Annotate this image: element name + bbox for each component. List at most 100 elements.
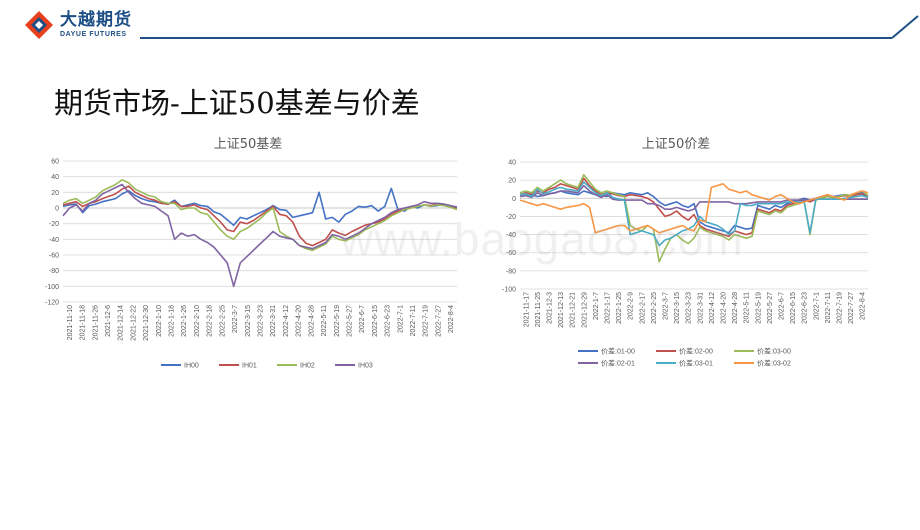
x-tick-label: 2021-12-30 xyxy=(143,305,150,341)
y-tick-label: -80 xyxy=(506,268,516,275)
x-tick-label: 2022-4-12 xyxy=(283,305,290,337)
basis-chart-title: 上证50基差 xyxy=(213,137,283,152)
spread-chart-title: 上证50价差 xyxy=(641,137,711,152)
y-tick-label: 40 xyxy=(508,160,516,167)
x-tick-label: 2022-2-9 xyxy=(628,292,635,320)
x-tick-label: 2022-1-10 xyxy=(156,305,163,337)
x-tick-label: 2021-12-29 xyxy=(581,292,588,328)
x-tick-label: 2022-4-20 xyxy=(296,305,303,337)
legend-label: IH01 xyxy=(242,363,257,370)
legend-label: 价差:02-00 xyxy=(679,347,713,356)
x-tick-label: 2022-3-7 xyxy=(663,292,670,320)
x-tick-label: 2022-6-7 xyxy=(359,305,366,333)
x-tick-label: 2021-11-25 xyxy=(535,292,542,327)
spread-chart: 40 20 0 -20 -40 -60 -80 -100 2021-11-17 2021-11-2… xyxy=(502,160,869,368)
x-tick-label: 2022-8-4 xyxy=(448,305,455,333)
x-tick-label: 2021-12-14 xyxy=(118,305,125,341)
x-tick-label: 2022-2-25 xyxy=(651,292,658,324)
series-line xyxy=(62,185,458,247)
x-tick-label: 2022-2-25 xyxy=(219,305,226,337)
x-tick-label: 2022-2-10 xyxy=(194,305,201,337)
y-tick-label: 0 xyxy=(55,206,59,213)
legend-label: 价差:03-00 xyxy=(757,347,791,356)
x-tick-label: 2021-12-13 xyxy=(558,292,565,328)
x-tick-label: 2022-2-17 xyxy=(639,292,646,324)
x-tick-label: 2022-4-20 xyxy=(721,292,728,324)
x-tick-label: 2021-12-3 xyxy=(547,292,554,324)
x-tick-label: 2022-5-19 xyxy=(755,292,762,324)
x-tick-label: 2022-5-27 xyxy=(346,305,353,337)
y-tick-label: -20 xyxy=(49,221,59,228)
legend-label: 价差:03-01 xyxy=(679,359,713,368)
y-tick-label: -40 xyxy=(49,237,59,244)
header-divider-line xyxy=(140,15,919,39)
series-line xyxy=(62,178,458,252)
x-tick-label: 2022-4-28 xyxy=(732,292,739,324)
y-tick-label: -100 xyxy=(45,284,59,291)
y-tick-label: -120 xyxy=(45,300,59,307)
x-tick-label: 2022-1-17 xyxy=(605,292,612,324)
legend-label: IH00 xyxy=(184,363,199,370)
legend-label: 价差:01-00 xyxy=(601,347,635,356)
x-tick-label: 2022-3-7 xyxy=(232,305,239,333)
series-line xyxy=(62,187,458,226)
logo-english-name: DAYUE FUTURES xyxy=(60,31,127,38)
y-tick-label: -60 xyxy=(506,250,516,257)
y-tick-label: 60 xyxy=(51,159,59,166)
x-tick-label: 2022-1-18 xyxy=(169,305,176,337)
x-tick-label: 2022-5-11 xyxy=(321,305,328,337)
dayue-diamond-logo-icon xyxy=(25,11,53,39)
legend-label: 价差:02-01 xyxy=(601,359,635,368)
x-tick-label: 2022-1-25 xyxy=(616,292,623,324)
x-tick-label: 2022-2-18 xyxy=(207,305,214,337)
x-tick-label: 2022-3-15 xyxy=(674,292,681,324)
x-tick-label: 2021-11-10 xyxy=(67,305,74,340)
x-tick-label: 2021-11-26 xyxy=(92,305,99,340)
legend-label: 价差:03-02 xyxy=(757,359,791,368)
x-tick-label: 2022-6-23 xyxy=(385,305,392,337)
x-tick-label: 2022-4-12 xyxy=(709,292,716,324)
y-tick-label: -80 xyxy=(49,268,59,275)
series-line xyxy=(519,173,869,263)
legend-label: IH03 xyxy=(358,363,373,370)
x-tick-label: 2022-1-7 xyxy=(593,292,600,320)
x-tick-label: 2022-1-26 xyxy=(181,305,188,337)
x-tick-label: 2022-7-19 xyxy=(423,305,430,337)
series-line xyxy=(519,182,869,234)
x-tick-label: 2021-12-22 xyxy=(130,305,137,341)
x-tick-label: 2022-6-7 xyxy=(779,292,786,320)
watermark-text: www.baogao8.com xyxy=(340,213,744,265)
x-tick-label: 2022-4-28 xyxy=(308,305,315,337)
x-tick-label: 2022-7-11 xyxy=(410,305,417,337)
x-tick-label: 2022-6-23 xyxy=(802,292,809,324)
x-tick-label: 2022-3-15 xyxy=(245,305,252,337)
x-tick-label: 2022-7-1 xyxy=(397,305,404,333)
y-tick-label: 40 xyxy=(51,174,59,181)
x-tick-label: 2022-7-27 xyxy=(848,292,855,324)
x-tick-label: 2022-8-4 xyxy=(860,292,867,320)
x-tick-label: 2022-7-1 xyxy=(813,292,820,320)
y-tick-label: 20 xyxy=(508,178,516,185)
y-tick-label: -40 xyxy=(506,232,516,239)
logo-chinese-name: 大越期货 xyxy=(60,10,132,30)
y-tick-label: -60 xyxy=(49,253,59,260)
x-tick-label: 2022-5-19 xyxy=(334,305,341,337)
y-tick-label: -20 xyxy=(506,214,516,221)
legend-label: IH02 xyxy=(300,363,315,370)
x-tick-label: 2022-3-23 xyxy=(258,305,265,337)
x-tick-label: 2022-3-31 xyxy=(697,292,704,324)
series-line xyxy=(62,183,458,288)
x-tick-label: 2022-6-15 xyxy=(372,305,379,337)
x-tick-label: 2021-11-18 xyxy=(80,305,87,340)
x-tick-label: 2022-7-11 xyxy=(825,292,832,324)
company-logo: 大越期货 DAYUE FUTURES xyxy=(24,10,132,40)
x-tick-label: 2022-7-19 xyxy=(837,292,844,324)
x-tick-label: 2022-7-27 xyxy=(435,305,442,337)
basis-chart: 60 40 20 0 -20 -40 -60 -80 -100 -120 2021-11-10 202… xyxy=(45,159,458,370)
x-tick-label: 2022-5-27 xyxy=(767,292,774,324)
y-tick-label: 0 xyxy=(512,196,516,203)
x-tick-label: 2021-12-21 xyxy=(570,292,577,328)
x-tick-label: 2022-5-11 xyxy=(744,292,751,324)
x-tick-label: 2022-3-23 xyxy=(686,292,693,324)
x-tick-label: 2021-12-6 xyxy=(105,305,112,337)
